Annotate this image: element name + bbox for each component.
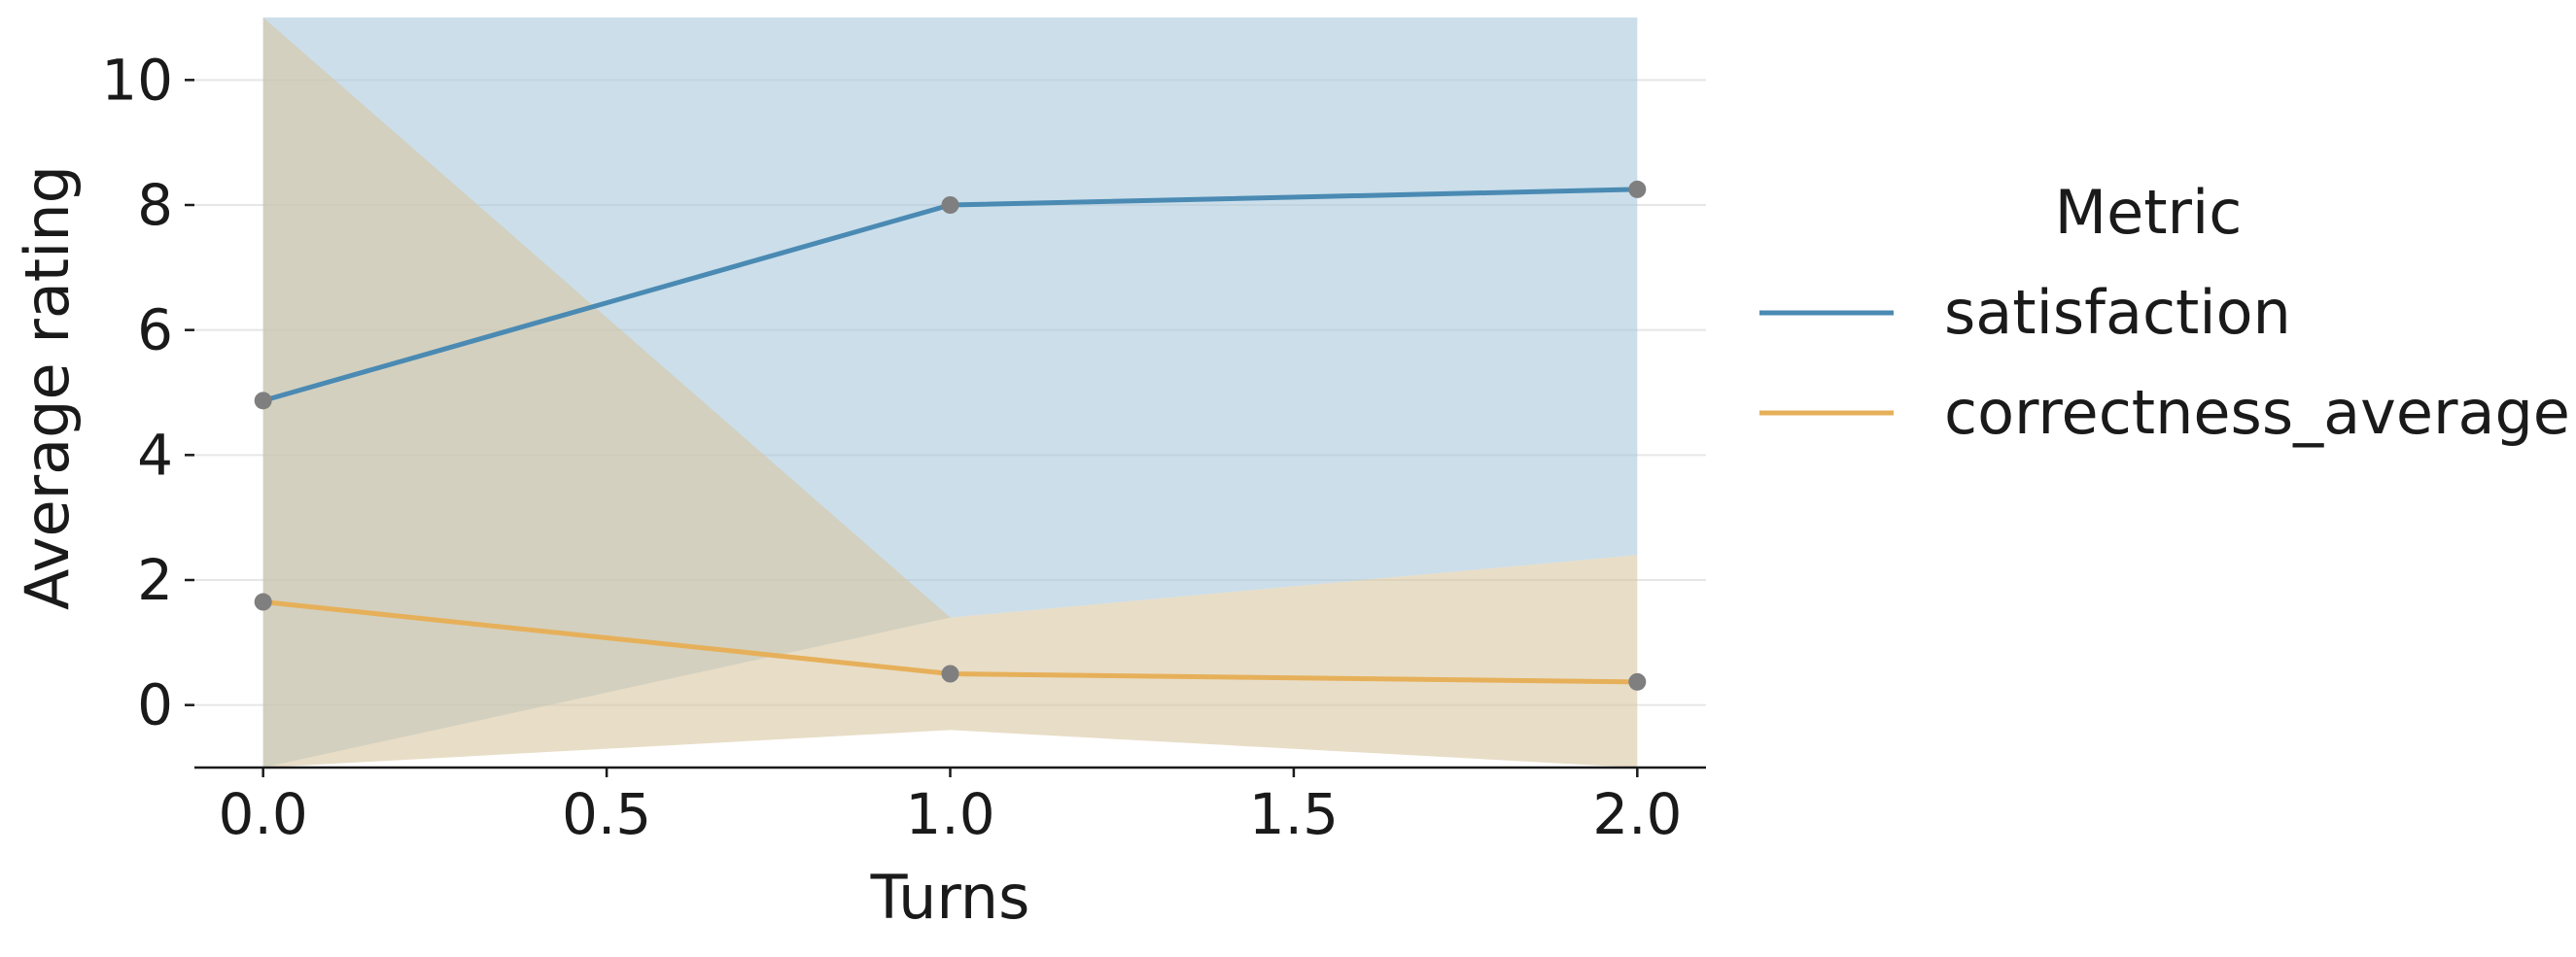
data-markers <box>254 180 1647 691</box>
x-tick-label: 1.5 <box>1249 781 1339 847</box>
data-point <box>941 196 959 214</box>
data-point <box>254 593 272 611</box>
x-axis-title: Turns <box>870 862 1030 933</box>
data-point <box>1628 180 1647 198</box>
x-tick-label: 0.0 <box>219 781 308 847</box>
y-axis-title: Average rating <box>12 165 83 610</box>
legend-title: Metric <box>2055 177 2243 248</box>
y-tick-label: 6 <box>137 297 173 363</box>
x-tick-label: 0.5 <box>562 781 651 847</box>
legend-label-correctness_average: correctness_average <box>1944 377 2570 448</box>
y-tick-label: 4 <box>137 422 173 488</box>
x-tick-label: 2.0 <box>1592 781 1682 847</box>
x-tick-label: 1.0 <box>905 781 994 847</box>
confidence-bands <box>262 17 1638 768</box>
y-tick-label: 8 <box>137 172 173 238</box>
y-tick-label: 0 <box>137 672 173 738</box>
confidence-band-correctness_average <box>262 17 1638 768</box>
data-point <box>1628 672 1647 691</box>
y-tick-label: 10 <box>101 47 173 113</box>
legend: Metric satisfaction correctness_average <box>1759 177 2570 448</box>
y-tick-label: 2 <box>137 547 173 613</box>
data-point <box>254 392 272 410</box>
legend-label-satisfaction: satisfaction <box>1944 277 2291 348</box>
data-point <box>941 665 959 683</box>
axes: 0.0 0.5 1.0 1.5 2.0 0 2 4 6 8 10 <box>101 47 1706 847</box>
